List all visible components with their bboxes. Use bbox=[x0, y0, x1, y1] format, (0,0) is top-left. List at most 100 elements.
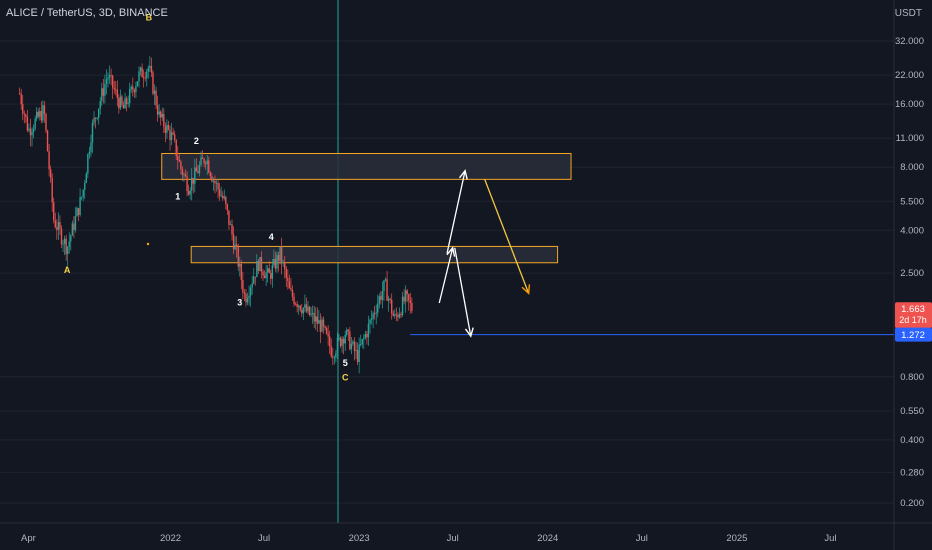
candle-body bbox=[20, 93, 22, 105]
candle-body bbox=[245, 293, 247, 303]
candle-body bbox=[177, 156, 179, 161]
wave-label: 2 bbox=[194, 136, 199, 146]
candle-body bbox=[178, 160, 181, 162]
candle-body bbox=[228, 210, 230, 225]
candle-body bbox=[57, 221, 60, 230]
y-tick-label: 0.550 bbox=[900, 406, 924, 417]
price-unit: USDT bbox=[894, 8, 922, 19]
projection-arrow[interactable] bbox=[454, 247, 472, 337]
candle-body bbox=[119, 96, 122, 109]
candle-body bbox=[34, 118, 36, 129]
target-price-badge bbox=[895, 327, 932, 342]
candle-body bbox=[280, 246, 283, 263]
y-tick-label: 5.500 bbox=[900, 196, 924, 207]
candle-body bbox=[105, 79, 108, 85]
candle-body bbox=[262, 271, 264, 276]
candle-body bbox=[132, 86, 134, 90]
candle-body bbox=[330, 346, 332, 357]
candle-body bbox=[344, 334, 346, 344]
candle-body bbox=[249, 287, 252, 296]
candle-body bbox=[398, 313, 401, 318]
candle-body bbox=[194, 167, 196, 184]
candle-body bbox=[122, 104, 125, 109]
candle-body bbox=[136, 81, 139, 87]
candle-body bbox=[198, 165, 201, 174]
candle-body bbox=[107, 77, 109, 80]
projection-arrow[interactable] bbox=[484, 179, 530, 294]
x-tick-label: Jul bbox=[824, 533, 836, 544]
candle-body bbox=[408, 294, 410, 301]
candle-body bbox=[346, 329, 348, 335]
candle-body bbox=[251, 283, 253, 288]
candle-body bbox=[311, 312, 314, 314]
candle-body bbox=[378, 296, 381, 304]
projection-arrow[interactable] bbox=[446, 170, 466, 254]
candle-body bbox=[308, 306, 311, 315]
candle-body bbox=[257, 260, 260, 272]
candle-body bbox=[391, 299, 393, 314]
candle-body bbox=[287, 277, 289, 281]
arrow-head bbox=[521, 284, 531, 295]
candle-body bbox=[270, 273, 272, 279]
candle-body bbox=[336, 337, 339, 354]
candle-body bbox=[383, 280, 385, 292]
candle-body bbox=[387, 298, 390, 301]
candle-body bbox=[242, 280, 244, 293]
candle-body bbox=[273, 258, 275, 266]
candle-body bbox=[268, 268, 270, 274]
candle-body bbox=[91, 122, 94, 143]
chart-title: ALICE / TetherUS, 3D, BINANCE bbox=[6, 7, 168, 19]
y-tick-label: 4.000 bbox=[900, 225, 924, 236]
candle-body bbox=[350, 343, 353, 350]
candle-body bbox=[223, 196, 225, 199]
candle-body bbox=[389, 298, 391, 300]
candle-body bbox=[355, 350, 357, 352]
x-tick-label: Jul bbox=[258, 533, 270, 544]
candle-body bbox=[60, 228, 63, 245]
candle-body bbox=[260, 257, 263, 272]
candle-body bbox=[18, 93, 21, 95]
candle-body bbox=[167, 125, 170, 130]
candle-body bbox=[372, 313, 374, 319]
candle-body bbox=[71, 223, 74, 236]
candle-body bbox=[70, 235, 72, 242]
candle-body bbox=[366, 334, 368, 338]
resistance-zone[interactable] bbox=[190, 245, 559, 264]
marker-dot bbox=[146, 242, 150, 246]
candle-body bbox=[406, 290, 408, 295]
candle-body bbox=[42, 105, 44, 121]
candle-body bbox=[327, 333, 329, 337]
candle-body bbox=[322, 319, 325, 327]
candle-body bbox=[189, 190, 191, 195]
projection-arrow[interactable] bbox=[438, 247, 454, 304]
last-price-badge bbox=[895, 302, 932, 329]
x-tick-label: 2023 bbox=[349, 533, 370, 544]
candle-body bbox=[386, 279, 388, 301]
candle-body bbox=[243, 292, 246, 294]
candle-body bbox=[313, 312, 315, 322]
candle-body bbox=[200, 157, 202, 166]
candle-body bbox=[333, 357, 336, 359]
candle-body bbox=[108, 75, 111, 78]
candle-body bbox=[401, 296, 404, 315]
candle-body bbox=[332, 356, 334, 358]
resistance-zone[interactable] bbox=[161, 152, 572, 180]
candle-body bbox=[93, 117, 95, 123]
candle-body bbox=[234, 244, 236, 250]
candle-body bbox=[85, 173, 87, 184]
candle-body bbox=[392, 313, 394, 316]
candle-body bbox=[220, 195, 222, 197]
candle-body bbox=[124, 98, 126, 109]
candle-body bbox=[133, 89, 136, 93]
y-tick-label: 16.000 bbox=[895, 99, 924, 110]
candle-body bbox=[115, 89, 117, 91]
candle-body bbox=[352, 341, 354, 344]
candle-body bbox=[152, 72, 154, 94]
candle-body bbox=[172, 132, 174, 135]
x-tick-label: 2025 bbox=[726, 533, 747, 544]
candle-body bbox=[358, 344, 360, 362]
candle-body bbox=[301, 310, 303, 314]
candle-body bbox=[360, 344, 362, 346]
